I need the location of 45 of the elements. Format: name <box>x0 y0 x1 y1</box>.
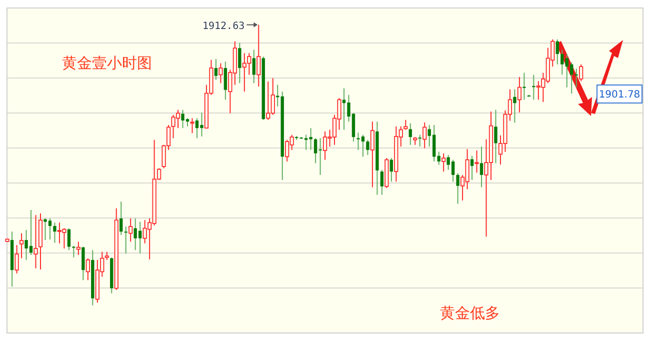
candlestick <box>14 244 19 274</box>
text: 黄金壹小时图 <box>62 54 152 72</box>
candlestick <box>124 226 128 254</box>
candlestick <box>190 118 194 134</box>
candlestick <box>480 146 484 188</box>
candlestick <box>218 62 223 84</box>
candlestick <box>517 76 522 113</box>
candlestick <box>82 246 85 281</box>
candlestick <box>76 241 80 256</box>
candlestick <box>404 119 408 130</box>
candlestick <box>456 172 460 204</box>
candlestick <box>513 88 516 124</box>
candlestick <box>474 150 479 174</box>
candlestick <box>19 232 24 259</box>
annotation: 黄金低多 <box>440 304 500 322</box>
candlestick <box>224 61 228 100</box>
candlestick <box>522 72 526 100</box>
candlestick <box>72 245 76 258</box>
candlestick <box>418 134 422 148</box>
candlestick <box>556 38 559 65</box>
candlestick <box>532 74 536 100</box>
candlestick <box>574 68 578 88</box>
candlestick <box>86 258 90 281</box>
candlestick <box>252 49 256 84</box>
candlestick <box>579 64 584 82</box>
candlestick <box>214 58 218 80</box>
text: 1901.78 <box>598 90 640 100</box>
annotation: 1912.63 <box>202 20 245 32</box>
candlestick <box>120 201 123 236</box>
candlestick <box>34 214 38 269</box>
candlestick <box>470 155 474 180</box>
candlestick <box>366 139 370 156</box>
candlestick <box>370 121 374 188</box>
candlestick <box>53 222 56 244</box>
candlestick <box>494 109 498 164</box>
candlestick <box>560 49 564 76</box>
candlestick <box>256 24 261 88</box>
candlestick <box>67 228 71 251</box>
candlestick <box>390 158 394 182</box>
candlestick <box>442 152 446 172</box>
candlestick <box>408 122 412 146</box>
candlestick <box>238 42 242 84</box>
candlestick <box>380 169 384 196</box>
candlestick <box>422 122 427 149</box>
candlestick <box>128 218 133 242</box>
